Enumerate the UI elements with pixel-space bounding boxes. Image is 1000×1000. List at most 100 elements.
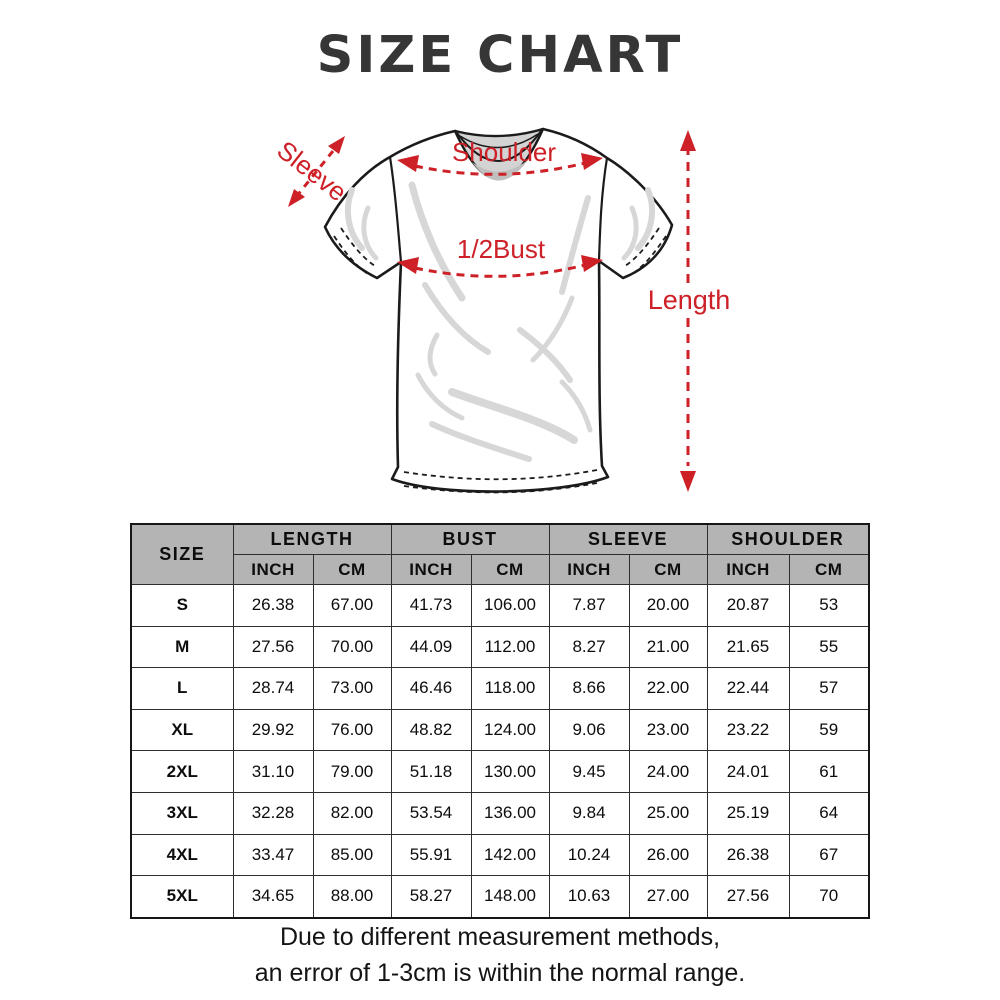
size-label: S <box>130 584 234 627</box>
length-label: Length <box>648 285 731 315</box>
size-label: XL <box>130 708 234 752</box>
table-header: SIZE LENGTH BUST SLEEVE SHOULDER INCH CM… <box>130 523 870 585</box>
measurement-cell: 27.56 <box>706 875 790 919</box>
measurement-cell: 136.00 <box>470 791 550 835</box>
measurement-cell: 26.38 <box>706 833 790 877</box>
shoulder-label: Shoulder <box>452 137 556 167</box>
length-arrow <box>680 130 696 492</box>
measurement-cell: 59 <box>788 708 870 752</box>
measurement-cell: 106.00 <box>470 584 550 627</box>
measurement-cell: 29.92 <box>232 708 314 752</box>
measurement-cell: 44.09 <box>390 625 472 669</box>
table-row: 3XL 32.28 82.00 53.54 136.00 9.84 25.00 25.19 64 <box>130 791 870 835</box>
note-line-2: an error of 1-3cm is within the normal r… <box>254 958 746 987</box>
measurement-cell: 8.27 <box>548 625 630 669</box>
header-unit: INCH <box>390 554 472 585</box>
bust-arrow <box>397 255 603 278</box>
header-unit: INCH <box>548 554 630 585</box>
measurement-cell: 34.65 <box>232 875 314 919</box>
header-unit: CM <box>312 554 392 585</box>
measurement-cell: 20.87 <box>706 584 790 627</box>
measurement-cell: 28.74 <box>232 667 314 710</box>
measurement-cell: 70 <box>788 875 870 919</box>
measurement-cell: 130.00 <box>470 750 550 793</box>
measurement-cell: 51.18 <box>390 750 472 793</box>
measurement-cell: 88.00 <box>312 875 392 919</box>
measurement-cell: 118.00 <box>470 667 550 710</box>
measurement-cell: 21.00 <box>628 625 708 669</box>
measurement-cell: 31.10 <box>232 750 314 793</box>
measurement-cell: 64 <box>788 791 870 835</box>
size-label: M <box>130 625 234 669</box>
measurement-cell: 53.54 <box>390 791 472 835</box>
measurement-cell: 21.65 <box>706 625 790 669</box>
header-size: SIZE <box>130 523 234 585</box>
measurement-note: Due to different measurement methods, an… <box>0 920 1000 991</box>
measurement-cell: 46.46 <box>390 667 472 710</box>
measurement-cell: 41.73 <box>390 584 472 627</box>
measurement-cell: 10.24 <box>548 833 630 877</box>
measurement-cell: 73.00 <box>312 667 392 710</box>
measurement-cell: 142.00 <box>470 833 550 877</box>
size-label: L <box>130 667 234 710</box>
measurement-cell: 112.00 <box>470 625 550 669</box>
measurement-cell: 23.00 <box>628 708 708 752</box>
size-label: 5XL <box>130 875 234 919</box>
measurement-cell: 26.38 <box>232 584 314 627</box>
measurement-cell: 76.00 <box>312 708 392 752</box>
page-title: SIZE CHART <box>316 26 684 85</box>
sleeve-arrow <box>288 136 345 207</box>
size-label: 3XL <box>130 791 234 835</box>
measurement-cell: 57 <box>788 667 870 710</box>
stitching <box>333 227 667 494</box>
measurement-cell: 24.00 <box>628 750 708 793</box>
measurement-cell: 27.56 <box>232 625 314 669</box>
measurement-cell: 25.19 <box>706 791 790 835</box>
header-unit: CM <box>470 554 550 585</box>
measurement-cell: 8.66 <box>548 667 630 710</box>
measurement-cell: 55.91 <box>390 833 472 877</box>
measurement-cell: 9.84 <box>548 791 630 835</box>
bust-label: 1/2Bust <box>457 234 546 264</box>
measurement-cell: 26.00 <box>628 833 708 877</box>
header-bust: BUST <box>390 523 550 555</box>
measurement-cell: 23.22 <box>706 708 790 752</box>
table-row: 4XL 33.47 85.00 55.91 142.00 10.24 26.00 26.38 6… <box>130 833 870 877</box>
measurement-cell: 7.87 <box>548 584 630 627</box>
measurement-cell: 9.45 <box>548 750 630 793</box>
table-row: 2XL 31.10 79.00 51.18 130.00 9.45 24.00 24.01 61 <box>130 750 870 793</box>
header-shoulder: SHOULDER <box>706 523 870 555</box>
header-unit: CM <box>628 554 708 585</box>
table-row: 5XL 34.65 88.00 58.27 148.00 10.63 27.00 27.56 7… <box>130 875 870 919</box>
header-sleeve: SLEEVE <box>548 523 708 555</box>
size-table-body: S 26.38 67.00 41.73 106.00 7.87 20.00 20.87 53 M 2… <box>130 584 870 919</box>
measurement-cell: 124.00 <box>470 708 550 752</box>
measurement-cell: 10.63 <box>548 875 630 919</box>
table-row: M 27.56 70.00 44.09 112.00 8.27 21.00 21.65 55 <box>130 625 870 669</box>
measurement-cell: 20.00 <box>628 584 708 627</box>
measurement-cell: 70.00 <box>312 625 392 669</box>
measurement-cell: 82.00 <box>312 791 392 835</box>
size-label: 2XL <box>130 750 234 793</box>
shoulder-arrow <box>397 153 603 176</box>
measurement-cell: 53 <box>788 584 870 627</box>
measurement-cell: 85.00 <box>312 833 392 877</box>
measurement-cell: 67.00 <box>312 584 392 627</box>
measurement-cell: 61 <box>788 750 870 793</box>
wrinkle-shading <box>344 181 656 462</box>
measurement-cell: 148.00 <box>470 875 550 919</box>
table-row: L 28.74 73.00 46.46 118.00 8.66 22.00 22.44 57 <box>130 667 870 710</box>
table-row: S 26.38 67.00 41.73 106.00 7.87 20.00 20.87 53 <box>130 584 870 627</box>
table-row: XL 29.92 76.00 48.82 124.00 9.06 23.00 23.22 59 <box>130 708 870 752</box>
sleeve-seams <box>388 156 609 263</box>
measurement-cell: 33.47 <box>232 833 314 877</box>
measurement-cell: 24.01 <box>706 750 790 793</box>
measurement-cell: 9.06 <box>548 708 630 752</box>
tshirt-measurement-diagram: Shoulder 1/2Bust Sleeve Length <box>271 127 731 494</box>
measurement-cell: 27.00 <box>628 875 708 919</box>
measurement-cell: 22.44 <box>706 667 790 710</box>
measurement-cell: 25.00 <box>628 791 708 835</box>
header-unit: INCH <box>232 554 314 585</box>
note-line-1: Due to different measurement methods, <box>279 923 721 951</box>
measurement-cell: 48.82 <box>390 708 472 752</box>
